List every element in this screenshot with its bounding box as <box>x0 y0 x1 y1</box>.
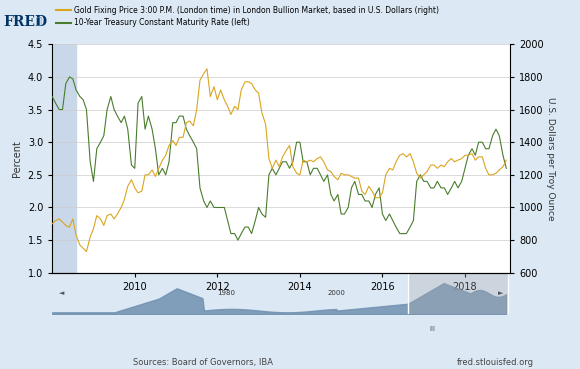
Legend: Gold Fixing Price 3:00 P.M. (London time) in London Bullion Market, based in U.S: Gold Fixing Price 3:00 P.M. (London time… <box>56 6 440 27</box>
Bar <box>408 273 508 314</box>
Bar <box>52 44 76 273</box>
Text: ◄: ◄ <box>59 290 64 296</box>
Text: Sources: Board of Governors, IBA: Sources: Board of Governors, IBA <box>133 358 273 367</box>
Text: fred.stlouisfed.org: fred.stlouisfed.org <box>456 358 534 367</box>
Text: ⟋: ⟋ <box>36 15 42 25</box>
Text: 1980: 1980 <box>218 290 235 296</box>
Text: FRED: FRED <box>3 15 47 29</box>
Y-axis label: Percent: Percent <box>12 140 22 177</box>
Y-axis label: U.S. Dollars per Troy Ounce: U.S. Dollars per Troy Ounce <box>546 97 555 220</box>
Text: III: III <box>430 327 436 332</box>
Text: ►: ► <box>498 290 503 296</box>
Text: 2000: 2000 <box>327 290 345 296</box>
